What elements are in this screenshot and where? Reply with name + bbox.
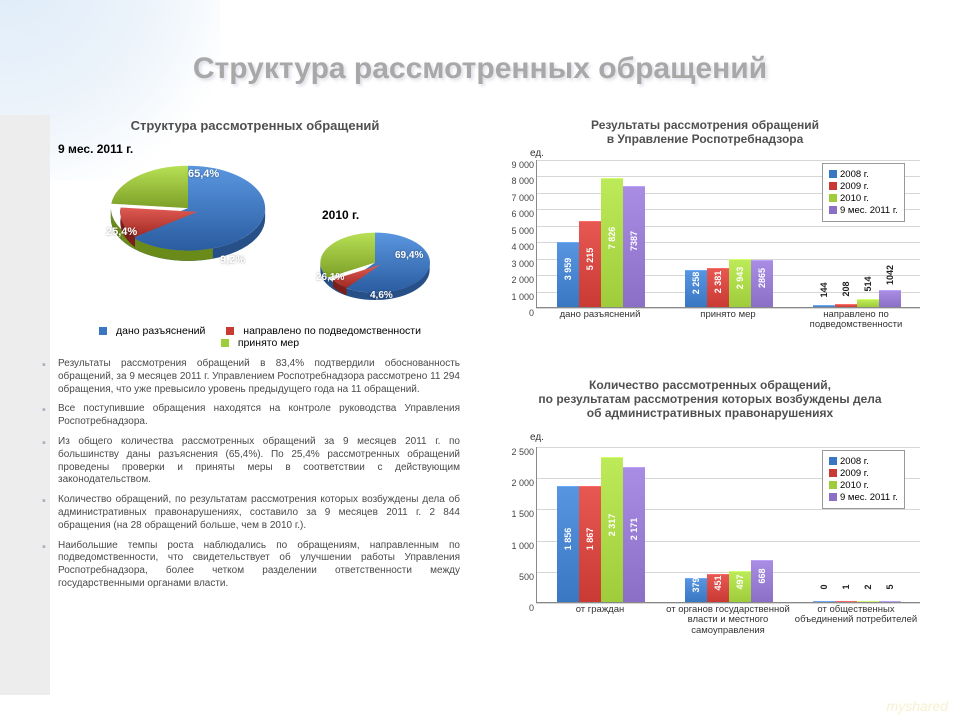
pie-period-1: 9 мес. 2011 г.: [58, 142, 133, 156]
bullet-item: Результаты рассмотрения обращений в 83,4…: [58, 358, 460, 396]
bar2-legend: 2008 г.2009 г.2010 г.9 мес. 2011 г.: [822, 450, 905, 509]
bullet-item: Из общего количества рассмотренных обращ…: [58, 436, 460, 487]
bar2-title: Количество рассмотренных обращений, по р…: [490, 378, 930, 420]
bullet-item: Наибольшие темпы роста наблюдались по об…: [58, 540, 460, 591]
bullet-item: Все поступившие обращения находятся на к…: [58, 403, 460, 429]
pie2-label-green: 26,1%: [316, 272, 344, 283]
pie-title: Структура рассмотренных обращений: [70, 118, 440, 133]
pie1-label-red: 9,2%: [220, 254, 245, 266]
pie2-label-blue: 69,4%: [395, 250, 423, 261]
page-title: Структура рассмотренных обращений: [0, 52, 960, 86]
bar1-title: Результаты рассмотрения обращений в Упра…: [490, 118, 920, 146]
pie1-label-green: 25,4%: [106, 226, 137, 238]
pie1-label-blue: 65,4%: [188, 168, 219, 180]
bullet-list: Результаты рассмотрения обращений в 83,4…: [42, 358, 460, 598]
pie-period-2: 2010 г.: [322, 208, 359, 222]
bullet-item: Количество обращений, по результатам рас…: [58, 494, 460, 532]
pie-legend: дано разъяснений направлено по подведомс…: [48, 325, 478, 349]
bar1-legend: 2008 г.2009 г.2010 г.9 мес. 2011 г.: [822, 163, 905, 222]
pie2-label-red: 4,6%: [370, 290, 393, 301]
bar1-unit: ед.: [530, 148, 544, 159]
watermark: myshared: [887, 698, 948, 714]
bar2-unit: ед.: [530, 432, 544, 443]
